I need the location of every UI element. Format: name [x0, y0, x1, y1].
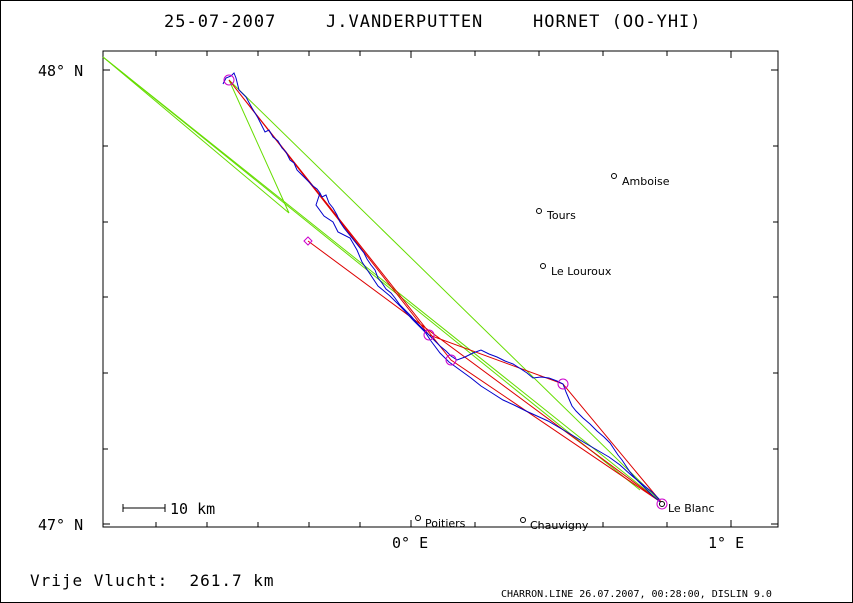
city-label-tours: Tours — [546, 209, 576, 222]
lon-label-left: 0° E — [392, 534, 428, 552]
scale-bar-label: 10 km — [170, 500, 215, 518]
title-pilot: J.VANDERPUTTEN — [326, 12, 483, 32]
scale-bar: 10 km — [122, 500, 215, 518]
city-label-chauvigny: Chauvigny — [530, 519, 589, 532]
city-label-le-blanc: Le Blanc — [668, 502, 715, 515]
city-label-amboise: Amboise — [622, 175, 670, 188]
city-label-poitiers: Poitiers — [425, 517, 466, 530]
lat-label-bottom: 47° N — [38, 516, 83, 534]
flight-track-west — [315, 192, 661, 501]
title-date: 25-07-2007 — [164, 12, 276, 32]
fai-sector-lines — [102, 56, 663, 504]
title-glider: HORNET (OO-YHI) — [533, 12, 702, 32]
free-flight-distance: Vrije Vlucht: 261.7 km — [30, 571, 275, 590]
city-markers — [415, 173, 665, 523]
city-label-le-louroux: Le Louroux — [551, 265, 612, 278]
flight-track — [222, 72, 663, 504]
axis-ticks — [103, 51, 778, 527]
lat-label-top: 48° N — [38, 62, 83, 80]
turnpoints — [223, 74, 668, 510]
lon-label-right: 1° E — [708, 534, 744, 552]
plot-area — [102, 50, 779, 528]
credits: CHARRON.LINE 26.07.2007, 00:28:00, DISLI… — [501, 589, 772, 600]
